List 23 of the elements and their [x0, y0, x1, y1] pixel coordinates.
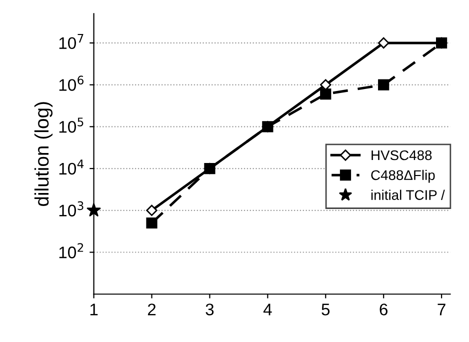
- x-tick-label: 7: [438, 304, 446, 316]
- point: [320, 88, 332, 100]
- legend-label: HVSC488: [372, 150, 432, 160]
- x-tick-label: 2: [148, 304, 156, 316]
- legend-label: initial TCIP /: [371, 190, 445, 200]
- legend-label: C488ΔFlip: [371, 170, 435, 183]
- point: [146, 204, 158, 216]
- y-tick-label: 10$^{5}$: [59, 118, 84, 133]
- x-tick-label: 1: [90, 304, 98, 316]
- point: [146, 217, 158, 229]
- y-tick-label: 10$^{3}$: [59, 201, 84, 216]
- point: [86, 203, 101, 216]
- y-tick-label: 10$^{4}$: [59, 160, 84, 175]
- x-tick-label: 3: [206, 304, 214, 316]
- y-tick-label: 10$^{6}$: [59, 76, 84, 91]
- x-tick-label: 6: [380, 304, 388, 316]
- x-tick-label: 4: [263, 304, 272, 316]
- point: [378, 79, 390, 90]
- point: [378, 37, 390, 49]
- y-tick-label: 10$^{7}$: [59, 34, 84, 50]
- y-axis-title: dilution (log): [34, 102, 53, 206]
- x-tick-label: 5: [322, 304, 330, 316]
- y-tick-label: 10$^{2}$: [59, 243, 84, 258]
